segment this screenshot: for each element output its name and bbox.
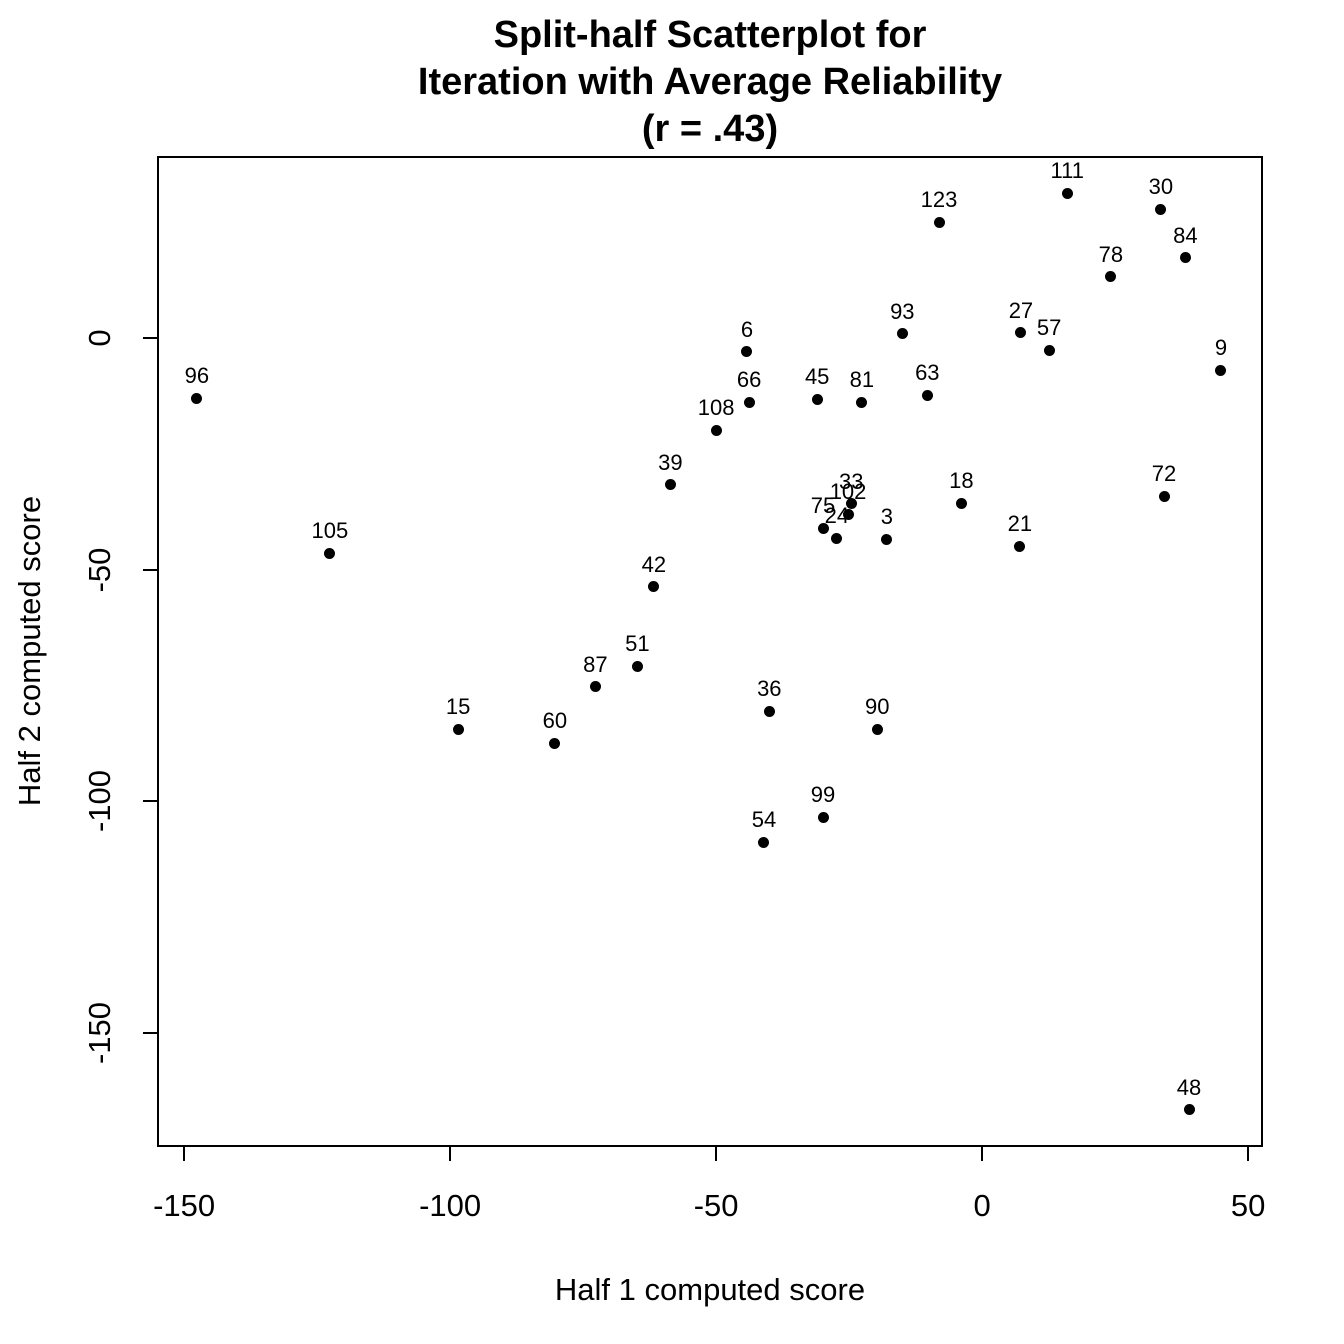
data-point (1155, 203, 1167, 215)
y-tick-mark (143, 800, 157, 803)
point-label: 36 (757, 676, 782, 702)
data-point (1061, 187, 1073, 199)
data-point (817, 811, 829, 823)
data-point (324, 547, 336, 559)
x-tick-label: -150 (153, 1188, 216, 1223)
chart-title-line-3: (r = .43) (641, 108, 779, 150)
point-label: 18 (949, 468, 974, 493)
x-tick-label: -50 (693, 1188, 739, 1223)
data-point (589, 681, 601, 693)
chart-title-line-2: Iteration with Average Reliability (417, 61, 1003, 103)
point-label: 78 (1098, 241, 1124, 267)
data-point (1183, 1104, 1195, 1116)
point-label: 21 (1007, 511, 1033, 537)
data-point (191, 392, 203, 404)
data-point (831, 532, 843, 544)
data-point (871, 723, 883, 735)
point-label: 63 (915, 360, 940, 386)
point-label: 45 (804, 364, 830, 390)
point-label: 123 (920, 187, 958, 213)
data-point (743, 396, 755, 408)
x-tick-mark (449, 1147, 452, 1161)
point-label: 84 (1173, 222, 1198, 248)
point-label: 48 (1176, 1074, 1202, 1100)
chart-title: Split-half Scatterplot for Iteration wit… (157, 12, 1263, 153)
x-tick-label: 50 (1230, 1188, 1266, 1223)
data-point (845, 498, 857, 510)
point-label: 99 (810, 782, 836, 808)
point-label: 33 (838, 468, 864, 494)
point-label: 15 (445, 694, 471, 720)
point-label: 66 (736, 367, 762, 392)
y-axis-title: Half 2 computed score (12, 495, 47, 807)
point-label: 60 (542, 708, 568, 733)
point-label: 105 (311, 518, 349, 544)
data-point (1179, 252, 1191, 264)
point-label: 75 (810, 493, 836, 519)
point-label: 9 (1214, 335, 1228, 361)
point-label: 102 (829, 479, 867, 505)
y-tick-mark (143, 1032, 157, 1035)
x-tick-mark (981, 1147, 984, 1161)
data-point (896, 328, 908, 340)
data-point (881, 533, 893, 545)
plot-area (157, 156, 1263, 1147)
point-label: 108 (697, 395, 735, 421)
point-label: 72 (1151, 461, 1177, 487)
point-label: 57 (1036, 315, 1062, 341)
data-point (664, 479, 676, 491)
data-point (758, 836, 770, 848)
data-point (1014, 540, 1026, 552)
data-point (631, 660, 643, 672)
data-point (842, 508, 854, 520)
data-point (955, 497, 967, 509)
x-tick-label: 0 (973, 1188, 991, 1223)
point-label: 51 (625, 631, 650, 657)
data-point (811, 393, 823, 405)
x-tick-mark (715, 1147, 718, 1161)
point-label: 27 (1008, 297, 1034, 323)
data-point (710, 424, 722, 436)
point-label: 90 (865, 694, 890, 720)
data-point (856, 396, 868, 408)
point-label: 42 (641, 551, 667, 577)
x-tick-label: -100 (419, 1188, 482, 1223)
data-point (452, 723, 464, 735)
data-point (648, 581, 660, 593)
data-point (933, 216, 945, 228)
point-label: 6 (740, 316, 754, 342)
y-tick-label: 0 (82, 329, 117, 347)
point-label: 87 (583, 651, 608, 677)
point-label: 81 (849, 367, 875, 392)
y-tick-label: -50 (82, 547, 117, 593)
y-tick-label: -150 (82, 1001, 117, 1065)
data-point (1105, 271, 1117, 283)
data-point (1158, 490, 1170, 502)
data-point (741, 346, 753, 358)
data-point (549, 737, 561, 749)
data-point (817, 522, 829, 534)
point-label: 30 (1148, 174, 1174, 200)
y-tick-mark (143, 337, 157, 340)
data-point (921, 389, 933, 401)
point-label: 111 (1050, 158, 1084, 184)
data-point (1215, 364, 1227, 376)
y-tick-mark (143, 568, 157, 571)
chart-title-line-1: Split-half Scatterplot for (493, 14, 927, 56)
data-point (1015, 327, 1027, 339)
x-tick-mark (183, 1147, 186, 1161)
y-tick-label: -100 (82, 770, 117, 833)
point-label: 39 (658, 449, 683, 475)
x-tick-mark (1247, 1147, 1250, 1161)
point-label: 54 (751, 807, 777, 833)
data-point (763, 705, 775, 717)
point-label: 96 (184, 363, 210, 389)
point-label: 3 (880, 504, 893, 530)
data-point (1043, 344, 1055, 356)
x-axis-title: Half 1 computed score (554, 1272, 866, 1307)
point-label: 93 (890, 298, 915, 324)
